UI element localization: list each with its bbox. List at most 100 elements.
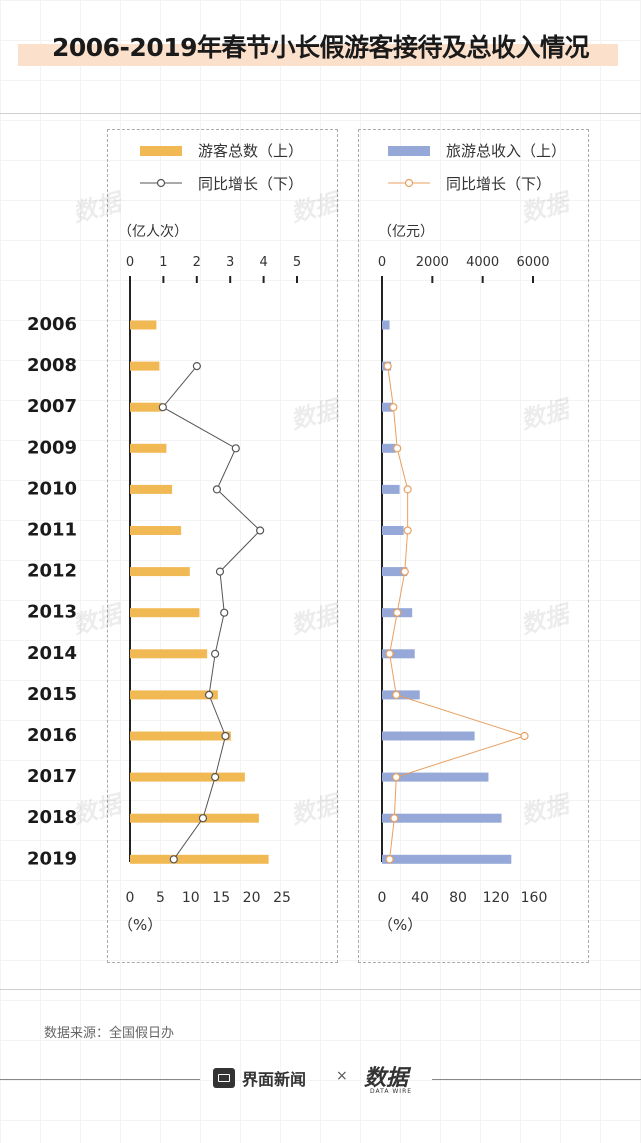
left-top-tick-label: 1: [159, 255, 167, 270]
left-top-tick-label: 5: [293, 255, 301, 270]
header-rule: [0, 113, 641, 114]
right-bar: [382, 402, 394, 412]
left-growth-marker: [215, 567, 225, 576]
year-label: 2010: [27, 478, 77, 499]
right-growth-marker: [383, 362, 392, 371]
left-growth-marker: [204, 690, 214, 700]
footer-rule: [0, 989, 641, 990]
left-growth-marker: [221, 731, 230, 741]
right-top-tick-label: 6000: [516, 255, 549, 270]
year-label: 2012: [27, 561, 77, 582]
right-bar: [382, 567, 408, 577]
year-label: 2011: [27, 520, 77, 541]
left-bar: [130, 402, 162, 412]
left-growth-marker: [169, 855, 178, 864]
times-sign: ×: [336, 1068, 348, 1084]
footer-line-left: [0, 1079, 200, 1080]
year-label: 2016: [27, 725, 77, 746]
right-growth-marker: [390, 814, 399, 823]
right-bar: [382, 772, 489, 782]
left-growth-marker: [158, 403, 167, 412]
left-bar: [130, 854, 269, 864]
right-bar: [382, 443, 396, 453]
right-growth-marker: [393, 444, 402, 453]
left-bar: [130, 731, 231, 741]
left-legend-bar-label: 游客总数（上）: [198, 142, 303, 160]
right-top-tick-label: 2000: [416, 255, 449, 270]
left-growth-marker: [220, 608, 229, 617]
left-bar: [130, 690, 218, 700]
brand-icon: [213, 1068, 235, 1088]
right-growth-marker: [393, 608, 402, 617]
year-label: 2008: [27, 355, 77, 376]
left-legend-bar-swatch: [140, 146, 182, 156]
left-bar: [130, 484, 173, 494]
right-bottom-tick-label: 80: [449, 890, 467, 906]
left-legend-line-label: 同比增长（下）: [198, 175, 303, 193]
left-growth-marker: [211, 772, 220, 782]
right-legend-line-label: 同比增长（下）: [446, 175, 551, 193]
left-growth-marker: [198, 814, 208, 823]
right-growth-marker: [392, 690, 401, 700]
right-bar: [382, 526, 404, 535]
right-growth-marker: [389, 403, 398, 412]
right-legend-line-marker: [404, 178, 414, 188]
left-top-tick-label: 3: [226, 255, 234, 270]
year-label: 2017: [27, 766, 77, 787]
right-bar: [382, 731, 475, 741]
year-label: 2006: [27, 314, 77, 335]
right-top-unit: （亿元）: [378, 224, 434, 240]
right-bar: [382, 484, 400, 494]
left-bottom-tick-label: 15: [212, 890, 230, 906]
year-label: 2014: [27, 643, 77, 664]
left-legend-line-marker: [156, 178, 166, 188]
right-bottom-unit: （%）: [378, 916, 422, 934]
right-bottom-tick-label: 120: [483, 890, 510, 906]
year-label: 2015: [27, 684, 77, 705]
left-bar: [130, 567, 190, 577]
left-top-tick-label: 2: [193, 255, 201, 270]
footer-line-right: [432, 1079, 641, 1080]
left-bar: [130, 813, 259, 823]
year-label: 2013: [27, 602, 77, 623]
left-bar: [130, 649, 208, 659]
datawire-logo: 数据: [364, 1066, 409, 1091]
left-growth-marker: [231, 444, 240, 453]
left-growth-marker: [256, 526, 265, 535]
right-bottom-tick-label: 0: [378, 890, 387, 906]
year-label: 2018: [27, 807, 77, 828]
right-growth-marker: [385, 855, 394, 864]
left-bottom-tick-label: 25: [273, 890, 291, 906]
chart-title: 2006-2019年春节小长假游客接待及总收入情况: [51, 33, 590, 62]
left-bar: [130, 772, 245, 782]
left-panel: [107, 129, 338, 963]
left-bar: [130, 443, 167, 453]
right-growth-marker: [392, 772, 401, 782]
right-bar: [382, 320, 390, 330]
right-top-tick-label: 0: [378, 255, 386, 270]
right-growth-marker: [403, 526, 412, 535]
left-bottom-tick-label: 10: [182, 890, 200, 906]
left-bottom-tick-label: 0: [126, 890, 135, 906]
left-bar: [130, 526, 182, 535]
right-bar: [382, 649, 415, 659]
right-growth-marker: [385, 649, 394, 658]
right-bar: [382, 813, 502, 823]
year-label: 2019: [27, 848, 77, 869]
left-bar: [130, 608, 200, 618]
right-bar: [382, 690, 420, 700]
title-highlight: [18, 44, 618, 66]
right-growth-marker: [400, 567, 409, 576]
left-bar: [130, 320, 157, 330]
right-legend-bar-label: 旅游总收入（上）: [446, 142, 566, 160]
left-bottom-tick-label: 20: [243, 890, 261, 906]
data-source: 数据来源：全国假日办: [44, 1026, 175, 1041]
right-legend-bar-swatch: [388, 146, 430, 156]
right-bar: [382, 854, 512, 864]
left-growth-marker: [212, 485, 222, 494]
left-top-tick-label: 0: [126, 255, 134, 270]
right-growth-marker: [403, 485, 412, 494]
left-bottom-unit: （%）: [118, 916, 162, 934]
left-top-unit: （亿人次）: [118, 224, 188, 240]
